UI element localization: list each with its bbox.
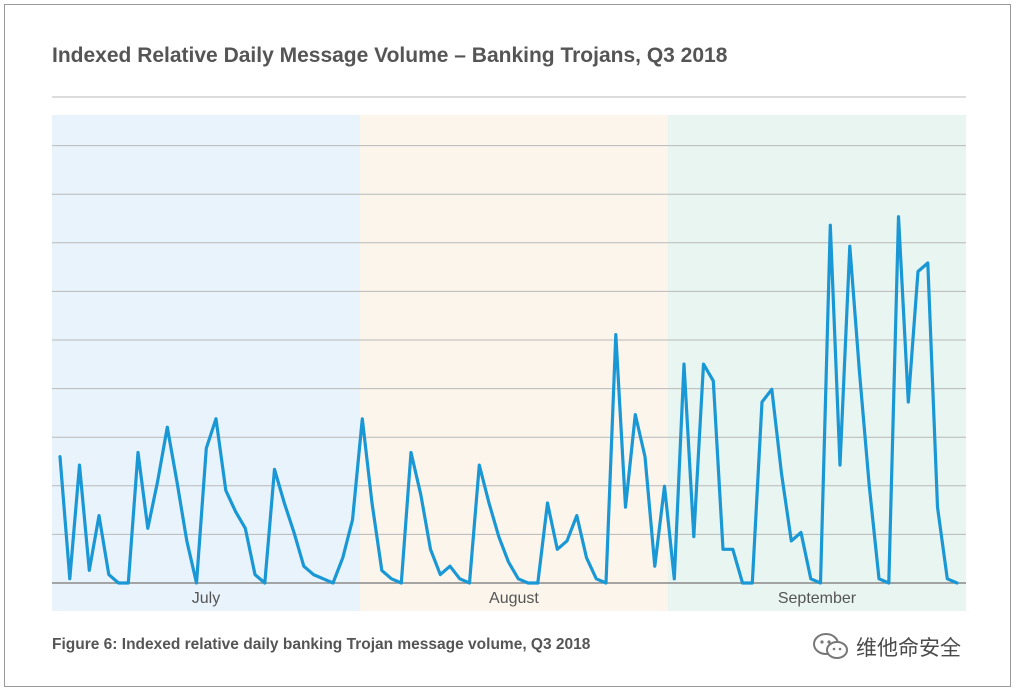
series-line xyxy=(58,215,959,585)
month-band-september xyxy=(667,115,966,611)
x-tick-label: August xyxy=(489,590,539,607)
chart-title: Indexed Relative Daily Message Volume – … xyxy=(52,44,728,67)
x-tick-label: September xyxy=(778,590,857,607)
wechat-icon xyxy=(812,632,850,662)
x-axis-labels: July August September xyxy=(192,590,857,607)
watermark: 维他命安全 xyxy=(812,632,961,662)
figure-caption: Figure 6: Indexed relative daily banking… xyxy=(52,636,591,653)
month-band-july xyxy=(52,115,360,611)
month-bands xyxy=(52,115,966,611)
gridlines xyxy=(52,96,966,584)
watermark-text: 维他命安全 xyxy=(856,636,961,660)
series-layer xyxy=(58,215,959,585)
x-tick-label: July xyxy=(192,590,220,607)
